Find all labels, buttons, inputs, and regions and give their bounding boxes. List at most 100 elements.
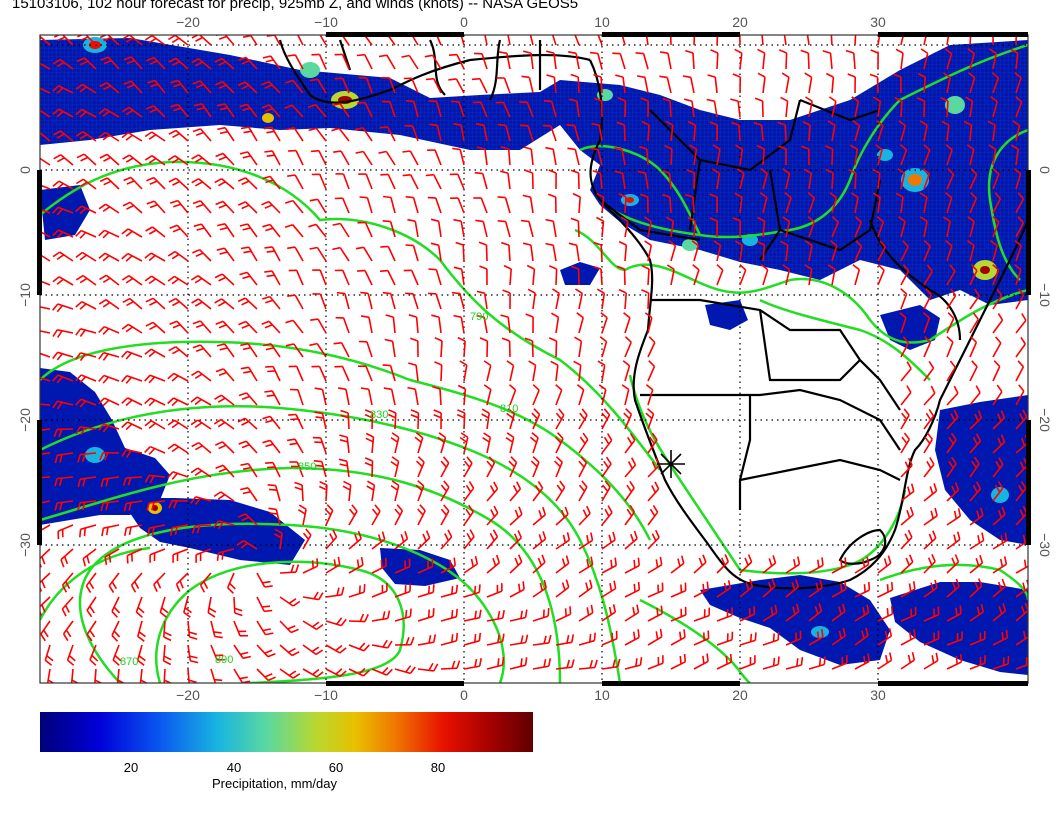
wind-barb-feather (102, 254, 110, 262)
wind-barb-feather (326, 504, 334, 512)
contour-label-870: 870 (120, 656, 138, 668)
wind-barb-feather (979, 555, 984, 564)
wind-barb (315, 127, 327, 142)
wind-barb (992, 295, 1003, 310)
wind-barb-feather (1029, 557, 1030, 565)
wind-barb (578, 439, 589, 454)
wind-barb-feather (264, 609, 273, 613)
wind-barb-feather (596, 288, 605, 294)
wind-barb-feather (149, 300, 158, 306)
wind-barb (463, 591, 480, 598)
wind-barb (739, 53, 743, 70)
wind-barb (482, 221, 488, 238)
wind-barb-feather (949, 360, 956, 368)
wind-barb-feather (571, 659, 575, 668)
wind-barb (319, 173, 327, 190)
wind-barb-feather (866, 556, 870, 565)
wind-barb-feather (1021, 437, 1026, 446)
wind-barb-feather (662, 193, 671, 198)
wind-barb-feather (944, 48, 953, 55)
wind-barb-feather (955, 578, 960, 587)
wind-barb (601, 638, 618, 646)
wind-barb (302, 596, 319, 601)
wind-barb-feather (382, 611, 386, 620)
wind-barb-feather (573, 360, 582, 366)
wind-barb-feather (903, 432, 910, 440)
wind-barb-feather (266, 130, 275, 134)
wind-barb (578, 196, 581, 214)
wind-barb-feather (476, 290, 485, 294)
wind-barb (969, 514, 984, 526)
wind-barb-feather (609, 583, 613, 592)
wind-barb-feather (332, 222, 341, 226)
wind-barb (900, 438, 910, 454)
wind-barb-feather (56, 87, 64, 94)
wind-barb-feather (604, 480, 611, 488)
wind-barb (762, 173, 768, 190)
wind-barb (248, 246, 258, 262)
wind-barb-feather (889, 652, 893, 661)
map-panel: 790 810 830 850 870 890 −20 −10 0 10 20 … (17, 14, 1053, 700)
wind-barb (302, 509, 307, 526)
wind-barb-feather (428, 662, 434, 671)
wind-barb-feather (265, 419, 274, 424)
wind-barb (486, 437, 492, 454)
wind-barb-feather (288, 149, 297, 152)
wind-barb-feather (163, 660, 172, 666)
wind-barb-feather (451, 660, 456, 669)
wind-barb-feather (735, 144, 743, 150)
wind-barb-feather (593, 241, 602, 246)
wind-barb (174, 275, 189, 286)
wind-barb-feather (603, 436, 610, 445)
wind-barb (624, 537, 638, 550)
wind-barb-feather (313, 460, 322, 463)
wind-barb (57, 500, 74, 504)
wind-barb-feather (242, 275, 251, 280)
wind-barb (992, 585, 1006, 598)
wind-barb-feather (190, 419, 199, 426)
wind-barb-feather (195, 61, 203, 67)
wind-barb-feather (554, 436, 562, 444)
wind-barb-feather (479, 265, 488, 270)
wind-barb-feather (474, 556, 479, 565)
wind-barb (174, 155, 189, 166)
wind-barb-feather (387, 640, 393, 649)
wind-barb (877, 196, 881, 214)
wind-barb-feather (710, 49, 719, 54)
wind-barb-feather (895, 48, 904, 54)
wind-barb-feather (194, 301, 203, 307)
wind-barb-feather (745, 582, 750, 591)
wind-barb-feather (904, 461, 910, 470)
wind-barb (125, 476, 143, 479)
wind-barb (57, 400, 74, 406)
wind-barb-feather (525, 634, 529, 643)
wind-barb (624, 292, 627, 310)
wind-barb (174, 443, 189, 454)
wind-barb-feather (542, 531, 547, 540)
wind-barb (106, 177, 120, 190)
wind-barb-feather (221, 551, 224, 560)
wind-barb-feather (934, 507, 938, 516)
wind-barb (642, 53, 649, 70)
wind-barb (222, 368, 235, 382)
wind-barb-feather (190, 496, 197, 504)
wind-barb (486, 640, 503, 646)
wind-barb-feather (172, 324, 181, 329)
wind-barb-feather (56, 110, 64, 118)
wind-barb-feather (366, 485, 374, 491)
lat-label-right-s20: −20 (1037, 408, 1053, 432)
wind-barb-feather (56, 353, 63, 361)
wind-barb (601, 317, 608, 334)
wind-barb (900, 270, 910, 286)
wind-barb (624, 413, 633, 430)
wind-barb (435, 269, 442, 286)
wind-barb (40, 620, 51, 635)
wind-barb-feather (147, 527, 151, 537)
wind-barb (555, 365, 559, 382)
wind-barb (506, 53, 511, 70)
wind-barb-feather (654, 481, 660, 490)
wind-barb-feather (655, 631, 659, 640)
wind-barb-feather (102, 231, 110, 239)
wind-barb-feather (386, 668, 393, 676)
wind-barb-feather (125, 399, 133, 407)
